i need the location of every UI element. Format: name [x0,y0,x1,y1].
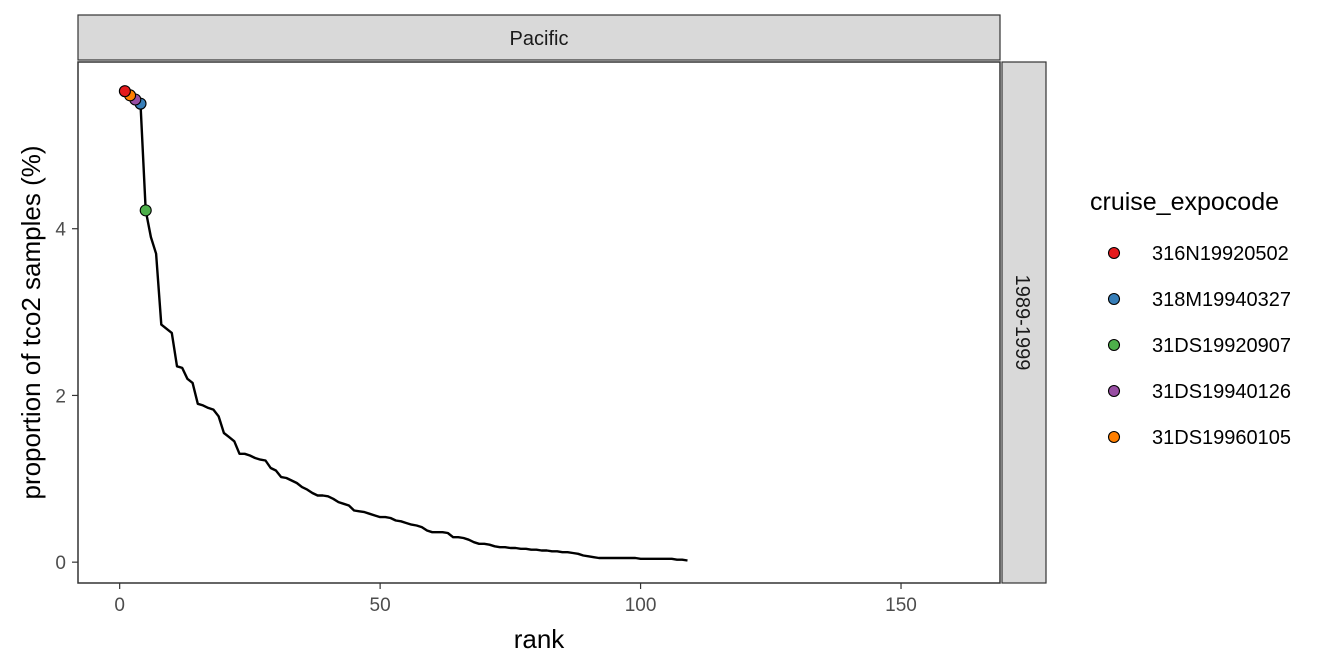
x-axis: 0 50 100 150 [114,583,917,616]
row-strip-label: 1989-1999 [1011,275,1033,371]
x-tick-label: 150 [885,595,917,616]
legend-label: 316N19920502 [1152,243,1289,265]
legend-key [1107,292,1121,306]
legend-key [1107,384,1121,398]
legend-title: cruise_expocode [1090,188,1279,216]
plot-panel [77,61,1001,584]
legend-key [1107,246,1121,260]
line-layer [124,90,688,562]
data-point [139,204,152,217]
legend-label: 31DS19920907 [1152,335,1291,357]
points-layer [118,85,152,217]
series-line [124,90,688,562]
x-tick-label: 100 [625,595,657,616]
y-tick-label: 4 [55,220,66,241]
row-strip [1001,61,1047,584]
x-tick-label: 50 [370,595,391,616]
x-axis-title: rank [514,624,566,654]
y-tick-label: 0 [55,553,66,574]
legend-key [1107,430,1121,444]
legend-key [1107,338,1121,352]
legend-label: 318M19940327 [1152,289,1291,311]
y-axis-title: proportion of tco2 samples (%) [16,145,46,499]
y-axis: 0 2 4 [55,220,78,574]
data-point [118,85,131,98]
column-strip [77,14,1001,61]
legend-label: 31DS19960105 [1152,427,1291,449]
y-tick-label: 2 [55,386,66,407]
legend: cruise_expocode 316N19920502 318M19940327… [1090,188,1291,449]
column-strip-label: Pacific [510,28,569,50]
legend-label: 31DS19940126 [1152,381,1291,403]
x-tick-label: 0 [114,595,125,616]
